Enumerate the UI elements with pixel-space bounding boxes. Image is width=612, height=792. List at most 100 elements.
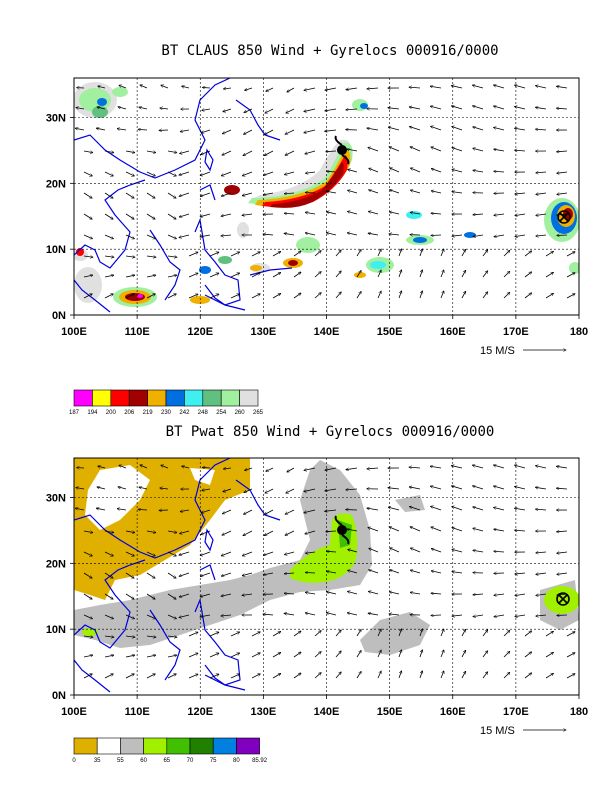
wind-vector [461,291,466,299]
wind-vector [524,631,532,637]
wind-vector [557,552,568,553]
wind-vector [377,270,381,278]
panel2-wind-vectors [75,465,575,679]
wind-vector [473,507,484,511]
wind-vector [494,614,505,617]
wind-vector [139,487,148,490]
wind-vector [161,85,169,89]
wind-vector [167,614,176,619]
wind-vector [325,87,337,90]
wind-vector [347,613,358,616]
x-tick-label: 140E [314,706,340,718]
wind-vector [167,572,176,578]
wind-vector [179,572,190,576]
wind-vector [118,107,127,110]
wind-vector [264,530,274,536]
wind-vector [180,530,190,534]
y-tick-label: 30N [46,113,66,125]
wind-vector [222,530,232,535]
wind-vector [104,151,114,153]
wind-vector [535,487,547,490]
wind-vector [182,466,190,469]
wind-vector [368,591,379,595]
wind-vector [314,272,321,278]
wind-vector [83,294,92,299]
wind-vector [461,671,466,679]
wind-vector [431,549,442,553]
wind-vector [125,572,134,578]
wind-vector [452,192,463,193]
wind-vector [566,632,575,637]
wind-vector [304,467,316,470]
wind-vector [167,192,176,198]
wind-vector [452,549,463,553]
wind-vector [369,190,379,194]
wind-vector [200,593,211,597]
colorbar-level-label: 230 [161,410,172,416]
wind-vector [263,614,274,615]
wind-vector [482,271,488,278]
wind-vector [146,531,156,533]
wind-vector [346,489,358,490]
wind-vector [356,249,361,257]
x-tick-label: 150E [377,706,403,718]
wind-vector [473,127,484,131]
panel1-axes: 100E 110E 120E 130E 140E 150E 160E 170E 180 0N 10N… [46,113,588,339]
wind-vector [200,614,211,617]
wind-vector [305,552,316,553]
wind-vector [230,252,240,257]
wind-vector [431,571,442,574]
wind-vector [272,251,281,257]
wind-vector [146,256,156,257]
wind-vector [431,213,442,214]
wind-vector [117,129,127,130]
wind-vector [83,655,93,658]
wind-vector [284,213,295,214]
wind-vector [182,86,190,89]
colorbar-level-label: 187 [69,410,80,416]
panel2-plot [74,458,579,695]
wind-vector [482,672,488,679]
wind-vector [536,214,547,216]
wind-vector [377,629,381,637]
wind-vector [524,272,532,278]
wind-vector [524,251,532,257]
wind-vector [244,488,253,493]
x-tick-label: 170E [503,326,529,338]
wind-vector [494,594,505,595]
wind-vector [221,615,232,616]
x-tick-label: 150E [377,326,403,338]
wind-vector [388,507,400,511]
wind-vector [285,150,295,155]
wind-vector [304,87,316,90]
wind-vector [146,151,156,153]
wind-vector [117,509,127,510]
wind-vector [452,148,463,152]
wind-vector [125,275,135,278]
wind-vector [451,106,463,110]
wind-vector [440,650,444,658]
wind-vector [251,273,260,278]
wind-vector [242,572,253,576]
wind-vector [514,85,526,89]
wind-vector [557,573,568,574]
wind-vector [326,613,337,616]
wind-vector [119,465,127,469]
wind-vector [125,294,134,299]
colorbar-level-label: 85.92 [252,758,268,764]
wind-vector [223,108,232,112]
wind-vector [98,466,106,468]
wind-vector [410,527,421,532]
colorbar-swatch [165,389,185,407]
wind-vector [125,636,135,637]
wind-vector [535,509,547,510]
wind-vector [398,270,402,278]
wind-vector [264,150,274,156]
wind-vector [377,291,381,299]
wind-vector [314,631,321,637]
wind-vector [245,87,253,90]
wind-vector [202,489,211,490]
wind-vector [293,251,301,257]
colorbar-swatch [202,389,222,407]
wind-vector [472,486,484,490]
